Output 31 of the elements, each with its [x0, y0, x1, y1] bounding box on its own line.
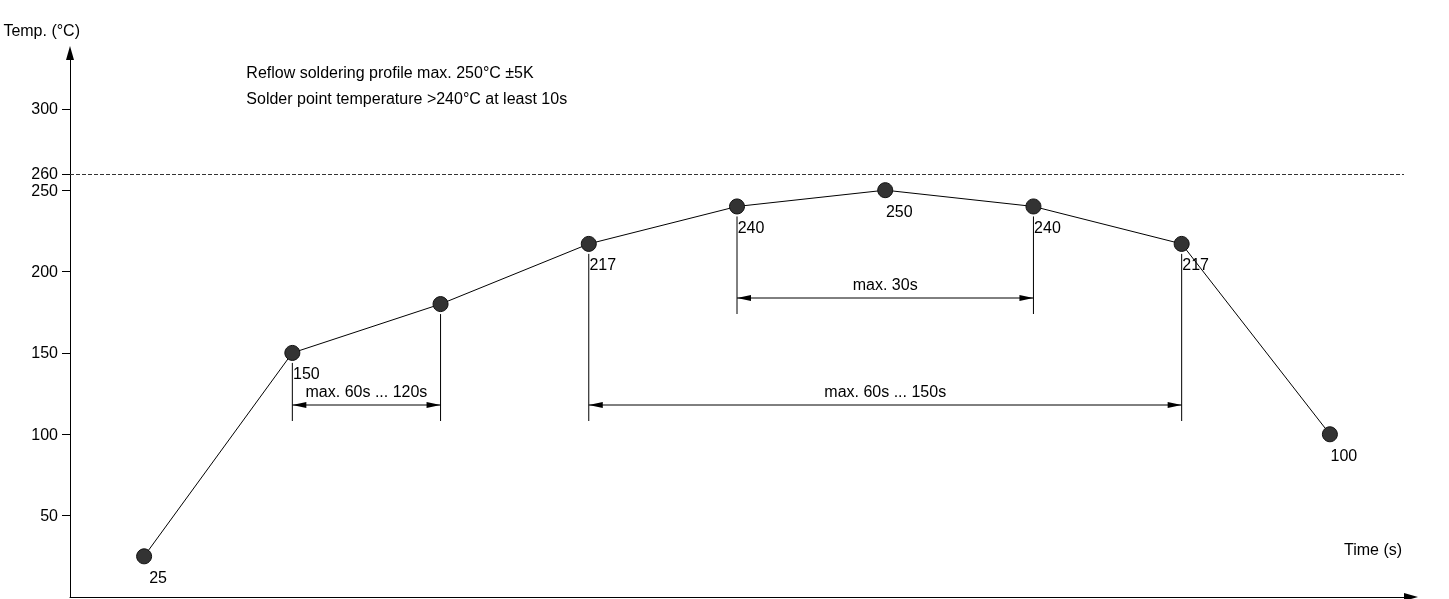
data-label: 250	[885, 202, 913, 220]
data-label: 100	[1330, 446, 1358, 464]
annotation: max. 30s	[852, 276, 918, 293]
annotation: Solder point temperature >240°C at least 10s	[246, 90, 568, 107]
data-label: 25	[149, 568, 168, 586]
y-tick-label: 260	[31, 165, 59, 183]
y-tick-label: 250	[31, 181, 59, 199]
point	[284, 344, 301, 361]
data-label: 240	[1034, 218, 1061, 236]
point	[1321, 426, 1338, 443]
point	[136, 548, 153, 565]
annotation: Reflow soldering profile max. 250°C ±5K	[246, 64, 534, 81]
annotation: max. 60s ... 150s	[824, 383, 947, 400]
data-label: 150	[292, 365, 320, 383]
point	[1025, 198, 1042, 215]
data-label: 217	[589, 256, 617, 274]
point	[580, 235, 597, 252]
y-tick-label: 200	[31, 263, 59, 281]
data-label: 217	[1182, 256, 1210, 274]
y-tick-label: 50	[40, 507, 59, 525]
point	[877, 182, 894, 199]
y-axis-title: Temp. (°C)	[3, 21, 80, 39]
data-label: 240	[737, 218, 765, 236]
point	[729, 198, 745, 215]
point	[432, 296, 449, 313]
y-tick-label: 150	[31, 344, 59, 362]
annotation: max. 60s ... 120s	[305, 383, 428, 400]
y-tick-label: 100	[31, 425, 59, 443]
y-tick-label: 300	[31, 100, 59, 118]
point	[1173, 235, 1190, 252]
x-axis-title: Time (s)	[1344, 540, 1403, 558]
